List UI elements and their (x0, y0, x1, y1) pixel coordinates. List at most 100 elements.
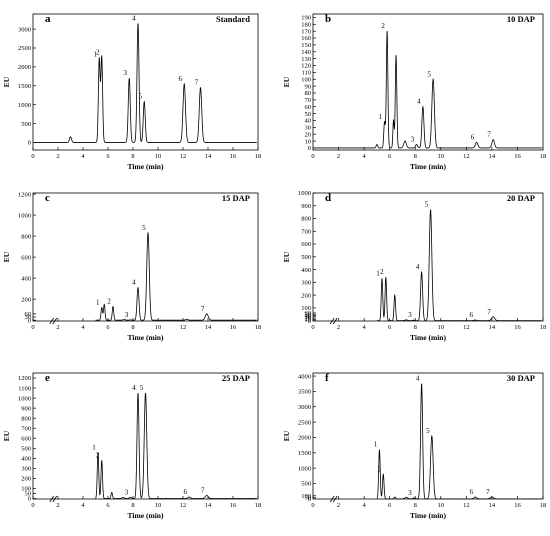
x-tick-label: 10 (155, 153, 162, 160)
y-tick-label: 60 (25, 311, 32, 318)
y-tick-label: 300 (301, 280, 311, 287)
y-tick-label: 40 (305, 118, 312, 125)
y-tick-label: 2000 (298, 435, 311, 442)
y-tick-label: 80 (305, 90, 312, 97)
chromatogram-trace (34, 23, 257, 143)
x-tick-label: 8 (414, 502, 417, 509)
x-tick-label: 18 (255, 502, 262, 509)
x-tick-label: 2 (56, 153, 59, 160)
y-tick-label: 50 (305, 495, 312, 502)
y-axis-title: EU (2, 430, 11, 441)
peak-label: 3 (125, 488, 129, 496)
y-tick-label: 800 (21, 415, 31, 422)
axis-break-mark (52, 317, 58, 325)
x-tick-label: 2 (56, 324, 59, 331)
y-tick-label: 30 (305, 125, 312, 132)
plot-frame (32, 13, 259, 151)
peak-label: 6 (470, 488, 474, 496)
peak-label: 4 (417, 98, 421, 106)
y-tick-label: 50 (25, 491, 32, 498)
y-tick-label: 100 (21, 486, 31, 493)
x-tick-label: 8 (131, 324, 134, 331)
y-tick-label: 160 (301, 35, 311, 42)
y-tick-label: 50 (305, 311, 312, 318)
x-tick-label: 14 (205, 324, 212, 331)
axis-break-mark (332, 495, 338, 503)
peak-label: 6 (184, 488, 188, 496)
peak-label: 6 (471, 133, 475, 141)
x-tick-label: 16 (514, 153, 521, 160)
peak-label: 6 (179, 75, 183, 83)
x-tick-label: 8 (414, 153, 417, 160)
axis-break-mark (332, 317, 338, 325)
axis-break-mark (49, 495, 55, 503)
y-tick-label: 900 (301, 203, 311, 210)
x-tick-label: 16 (230, 153, 237, 160)
y-tick-label: 60 (305, 104, 312, 111)
chart-panel-d: 0 2 4 6 8 10 12 14 16 180102030405060100200300400… (282, 190, 546, 342)
x-tick-label: 2 (56, 502, 59, 509)
x-tick-label: 14 (205, 153, 212, 160)
y-tick-label: 3000 (298, 404, 311, 411)
x-tick-label: 18 (540, 153, 547, 160)
x-axis-title: Time (min) (410, 333, 446, 342)
y-tick-label: 500 (301, 254, 311, 261)
peak-label: 3 (408, 489, 412, 497)
chromatogram-trace (314, 31, 542, 149)
chromatogram-trace (376, 383, 542, 500)
peak-label: 2 (96, 451, 100, 459)
peak-label: 4 (132, 14, 136, 22)
x-tick-label: 12 (463, 153, 470, 160)
peak-label: 7 (487, 131, 491, 139)
x-tick-label: 16 (514, 324, 521, 331)
x-tick-label: 18 (540, 324, 547, 331)
y-tick-label: 600 (301, 241, 311, 248)
peak-label: 5 (425, 201, 429, 209)
x-tick-label: 18 (540, 502, 547, 509)
y-tick-label: 500 (21, 121, 31, 128)
peak-label: 2 (378, 465, 382, 473)
y-tick-label: 500 (301, 481, 311, 488)
chart-panel-a: 0 2 4 6 8 10 12 14 16 180500100015002000250030001… (2, 13, 261, 171)
peak-label: 5 (139, 93, 143, 101)
peak-label: 7 (487, 308, 491, 316)
axis-break-mark (52, 495, 58, 503)
y-tick-label: 1500 (298, 450, 311, 457)
x-tick-label: 14 (489, 502, 496, 509)
chart-panel-e: 0 2 4 6 8 10 12 14 16 180501002003004005006007008… (2, 372, 261, 520)
x-tick-label: 6 (388, 153, 392, 160)
y-tick-label: 60 (305, 310, 312, 317)
x-tick-label: 16 (514, 502, 521, 509)
x-tick-label: 10 (155, 502, 162, 509)
chart-panel-f: 0 2 4 6 8 10 12 14 16 180501005001000150020002500… (282, 372, 546, 520)
y-tick-label: 40 (305, 313, 312, 320)
y-tick-label: 1100 (18, 385, 31, 392)
x-tick-label: 12 (463, 502, 470, 509)
y-tick-label: 700 (301, 228, 311, 235)
y-tick-label: 200 (21, 296, 31, 303)
y-tick-label: 100 (301, 493, 311, 500)
x-axis-title: Time (min) (410, 162, 446, 171)
x-tick-label: 4 (362, 153, 366, 160)
peak-label: 7 (486, 488, 490, 496)
y-axis-title: EU (2, 251, 11, 262)
x-tick-label: 18 (255, 153, 262, 160)
x-tick-label: 10 (438, 502, 445, 509)
x-axis-title: Time (min) (128, 162, 164, 171)
x-tick-label: 16 (230, 324, 237, 331)
x-axis-title: Time (min) (128, 333, 164, 342)
peak-label: 1 (92, 443, 96, 451)
y-tick-label: 1500 (18, 83, 31, 90)
panel-title: 20 DAP (507, 193, 535, 203)
peak-label: 7 (195, 79, 199, 87)
y-tick-label: 90 (305, 83, 312, 90)
y-tick-label: 1200 (18, 375, 31, 382)
x-tick-label: 16 (230, 502, 237, 509)
y-tick-label: 0 (28, 496, 31, 503)
peak-label: 2 (380, 268, 384, 276)
x-tick-label: 8 (131, 502, 134, 509)
peak-label: 3 (125, 311, 129, 319)
y-tick-label: 800 (301, 216, 311, 223)
x-tick-label: 12 (463, 324, 470, 331)
